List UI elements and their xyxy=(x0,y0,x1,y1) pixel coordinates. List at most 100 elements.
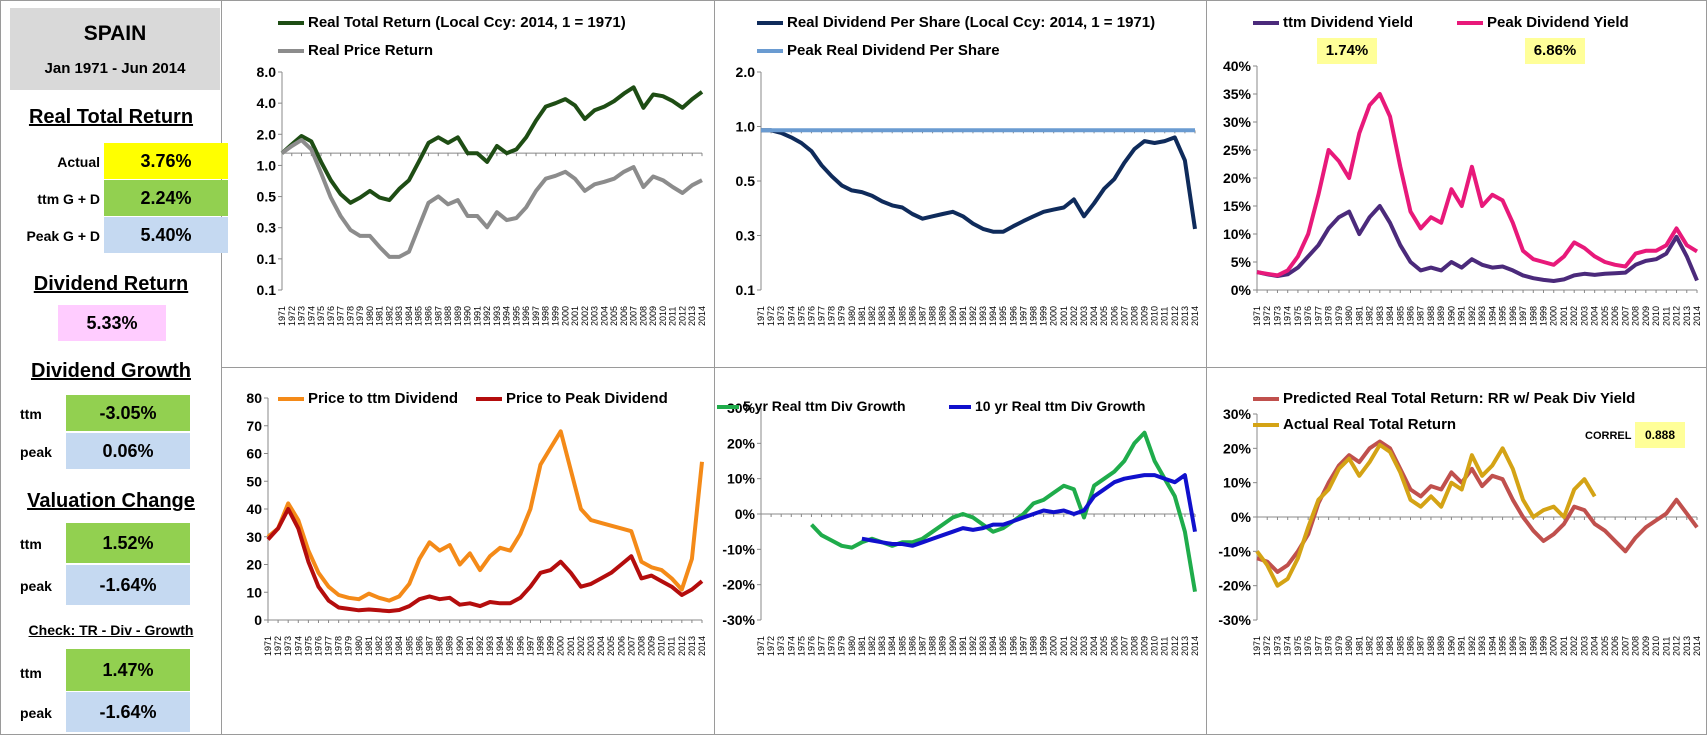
x-tick-label: 2014 xyxy=(1190,636,1200,656)
x-tick-label: 1977 xyxy=(817,306,827,326)
x-tick-label: 1990 xyxy=(463,306,473,326)
x-tick-label: 1979 xyxy=(344,636,354,656)
x-tick-label: 2010 xyxy=(1150,306,1160,326)
x-tick-label: 1993 xyxy=(978,636,988,656)
ttm-gd-label: ttm G + D xyxy=(37,191,100,207)
x-tick-label: 2001 xyxy=(1059,636,1069,656)
x-tick-label: 2008 xyxy=(636,636,646,656)
x-tick-label: 2013 xyxy=(687,306,697,326)
x-tick-label: 2009 xyxy=(1140,636,1150,656)
x-tick-label: 2006 xyxy=(1109,306,1119,326)
x-tick-label: 2012 xyxy=(1672,636,1682,656)
x-tick-label: 1989 xyxy=(453,306,463,326)
x-tick-label: 1982 xyxy=(867,636,877,656)
x-tick-label: 1996 xyxy=(1508,306,1518,326)
x-tick-label: 2001 xyxy=(1559,636,1569,656)
y-tick-label: 0.1 xyxy=(257,282,277,298)
y-tick-label: 30% xyxy=(1223,114,1252,130)
x-tick-label: 1991 xyxy=(958,636,968,656)
x-tick-label: 1975 xyxy=(796,306,806,326)
y-tick-label: 20% xyxy=(727,435,756,451)
y-tick-label: 20% xyxy=(1223,170,1252,186)
x-tick-label: 2009 xyxy=(648,306,658,326)
actual-value: 3.76% xyxy=(104,143,228,179)
x-tick-label: 1973 xyxy=(283,636,293,656)
x-tick-label: 2005 xyxy=(609,306,619,326)
x-tick-label: 1979 xyxy=(1334,636,1344,656)
x-tick-label: 1989 xyxy=(938,636,948,656)
y-tick-label: 0.3 xyxy=(736,228,756,244)
x-tick-label: 1978 xyxy=(1324,306,1334,326)
x-tick-label: 1985 xyxy=(897,636,907,656)
x-tick-label: 1998 xyxy=(1029,636,1039,656)
real-total-return-title: Real Total Return xyxy=(28,106,194,128)
x-tick-label: 1981 xyxy=(857,636,867,656)
legend-5yr-growth: 5 yr Real ttm Div Growth xyxy=(717,398,906,414)
x-tick-label: 1998 xyxy=(536,636,546,656)
check-peak-value: -1.64% xyxy=(66,692,190,732)
x-tick-label: 2005 xyxy=(1600,306,1610,326)
y-tick-label: 70 xyxy=(246,418,262,434)
y-tick-label: 35% xyxy=(1223,86,1252,102)
x-tick-label: 1987 xyxy=(424,636,434,656)
x-tick-label: 1981 xyxy=(1354,306,1364,326)
x-tick-label: 2011 xyxy=(1160,637,1170,656)
x-tick-label: 2008 xyxy=(638,306,648,326)
x-tick-label: 1993 xyxy=(1477,306,1487,326)
x-tick-label: 1996 xyxy=(1508,636,1518,656)
legend-price-peak-div: Price to Peak Dividend xyxy=(476,390,668,407)
x-tick-label: 2007 xyxy=(1119,636,1129,656)
x-tick-label: 1988 xyxy=(928,306,938,326)
x-tick-label: 2004 xyxy=(1089,306,1099,326)
x-tick-label: 1972 xyxy=(273,636,283,656)
x-tick-label: 2002 xyxy=(1069,636,1079,656)
x-tick-label: 2012 xyxy=(1170,306,1180,326)
y-tick-label: -10% xyxy=(1218,543,1251,559)
legend-real-dps: Real Dividend Per Share (Local Ccy: 2014… xyxy=(757,14,1155,31)
c3-svg: 40%35%30%25%20%15%10%5%0%1971 1972 1973 197… xyxy=(1223,58,1702,326)
y-tick-label: 5% xyxy=(1231,254,1252,270)
series-line-1 xyxy=(761,128,1197,234)
x-tick-label: 2013 xyxy=(1682,636,1692,656)
x-tick-label: 1984 xyxy=(1385,306,1395,326)
x-tick-label: 2014 xyxy=(697,306,707,326)
x-tick-label: 1983 xyxy=(1375,306,1385,326)
x-tick-label: 1974 xyxy=(1283,636,1293,656)
x-tick-label: 1990 xyxy=(948,636,958,656)
x-tick-label: 2000 xyxy=(1549,306,1559,326)
y-tick-label: 80 xyxy=(246,390,262,406)
x-tick-label: 1974 xyxy=(1283,306,1293,326)
predicted-return-chart-panel: 30% 20% 10% 0% -10% -20% -30% 1971 1972 1973 1974 1… xyxy=(1207,368,1707,735)
x-tick-label: 2008 xyxy=(1129,636,1139,656)
x-tick-label: 1994 xyxy=(495,636,505,656)
x-tick-label: 2012 xyxy=(677,306,687,326)
x-tick-label: 1987 xyxy=(1416,636,1426,656)
summary-sidebar: SPAIN Jan 1971 - Jun 2014 Real Total Ret… xyxy=(0,0,228,735)
x-tick-label: 1972 xyxy=(287,306,297,326)
x-tick-label: 1974 xyxy=(293,636,303,656)
check-title: Check: TR - Div - Growth xyxy=(28,622,194,638)
y-tick-label: 0.1 xyxy=(736,282,756,298)
x-tick-label: 2011 xyxy=(1160,307,1170,326)
dividend-yield-chart-panel: 40% 35% 30% 25% 20% 15% 10% 5% 0% 1971 1972 1973 197… xyxy=(1207,0,1707,368)
x-tick-label: 1996 xyxy=(1008,636,1018,656)
x-tick-label: 1971 xyxy=(1252,636,1262,656)
div-growth-peak-label: peak xyxy=(20,444,52,460)
x-tick-label: 1971 xyxy=(756,636,766,656)
check-peak-label: peak xyxy=(20,705,52,721)
x-tick-label: 1995 xyxy=(998,636,1008,656)
x-tick-label: 2013 xyxy=(1180,636,1190,656)
x-tick-label: 2007 xyxy=(1119,306,1129,326)
x-tick-label: 1975 xyxy=(796,636,806,656)
x-tick-label: 2006 xyxy=(619,306,629,326)
x-tick-label: 2006 xyxy=(1610,636,1620,656)
x-tick-label: 2005 xyxy=(1600,636,1610,656)
x-tick-label: 1986 xyxy=(1405,306,1415,326)
x-tick-label: 2004 xyxy=(1590,306,1600,326)
x-tick-label: 1988 xyxy=(443,306,453,326)
x-tick-label: 1976 xyxy=(1303,306,1313,326)
x-tick-label: 1972 xyxy=(766,636,776,656)
x-tick-label: 1982 xyxy=(384,306,394,326)
y-tick-label: 25% xyxy=(1223,142,1252,158)
x-tick-label: 1990 xyxy=(1446,306,1456,326)
